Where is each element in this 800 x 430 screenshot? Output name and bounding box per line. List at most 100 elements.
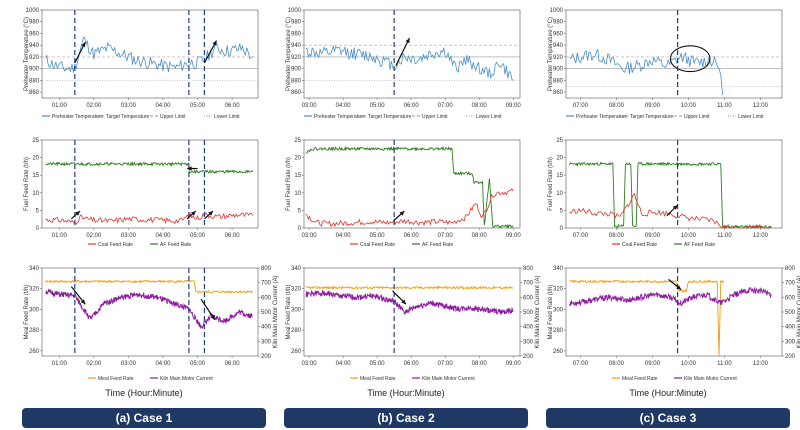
x-tick-label-fuel: 04:00 [155,233,171,239]
y-tick-label-meal: 320 [553,287,564,293]
y-tick-label-fuel: 20 [294,156,301,162]
x-tick-label-meal: 02:00 [86,361,102,367]
x-tick-label-temperature: 09:00 [506,103,522,109]
y-tick-label-meal: 300 [553,307,564,313]
x-tick-label-temperature: 12:00 [753,103,769,109]
y-tick-label-fuel: 10 [294,191,301,197]
x-tick-label-temperature: 09:00 [645,103,661,109]
kiln-tick-label: 800 [523,266,534,272]
y-tick-label-temperature: 860 [291,90,302,96]
annotation-arrowhead [401,299,407,305]
x-tick-label-fuel: 05:00 [190,233,206,239]
x-tick-label-temperature: 02:00 [86,103,102,109]
y-tick-label-temperature: 1000 [288,8,302,14]
y-tick-label-fuel: 10 [556,191,563,197]
y-tick-label-temperature: 860 [553,90,564,96]
y-tick-label-meal: 260 [291,349,302,355]
legend-label: Meal Feed Rate [98,376,134,382]
annotation-arrowhead [80,299,86,305]
kiln-tick-label: 200 [523,354,534,360]
kiln-main-motor-current-series [569,286,772,307]
y-tick-label-temperature: 940 [29,43,40,49]
plot-frame-temperature-3 [565,9,783,99]
annotation-arrowhead [187,166,192,171]
kiln-tick-label: 400 [785,325,796,331]
case-1-banner: (a) Case 1 [22,408,266,428]
x-tick-label-temperature: 05:00 [370,103,386,109]
x-tick-label-temperature: 05:00 [190,103,206,109]
x-tick-label-meal: 09:00 [506,361,522,367]
plot-frame-fuel-3 [565,139,783,229]
coal-feed-rate-series [305,187,514,228]
annotation-arrowhead [405,38,410,44]
y-tick-label-temperature: 900 [291,67,302,73]
x-tick-label-meal: 09:00 [645,361,661,367]
x-axis-title-case-3: Time (Hour:Minute) [629,388,707,398]
plot-frame-fuel-2 [303,139,521,229]
x-tick-label-temperature: 03:00 [302,103,318,109]
kiln-tick-label: 400 [523,325,534,331]
x-tick-label-fuel: 02:00 [86,233,102,239]
y-tick-label-temperature: 980 [29,20,40,26]
preheater-temperature-series [569,48,723,96]
y-tick-label-meal: 340 [553,266,564,272]
x-tick-label-fuel: 09:00 [645,233,661,239]
x-tick-label-temperature: 04:00 [155,103,171,109]
x-tick-label-fuel: 04:00 [336,233,352,239]
y-tick-label-temperature: 860 [29,90,40,96]
y-tick-label-meal: 280 [29,328,40,334]
x-tick-label-meal: 06:00 [404,361,420,367]
y-tick-label-temperature: 1000 [26,8,40,14]
kiln-tick-label: 500 [261,310,272,316]
kiln-tick-label: 600 [523,295,534,301]
plot-frame-meal-3 [565,267,783,357]
y-tick-label-fuel: 20 [556,156,563,162]
y-axis-label-fuel: Fuel Feed Rate (t/h) [548,157,554,211]
annotation-arrowhead [676,285,682,290]
kiln-tick-label: 300 [261,339,272,345]
case-2-banner: (b) Case 2 [284,408,528,428]
x-tick-label-fuel: 11:00 [717,233,732,239]
legend-label: Target Temperature [106,114,149,120]
x-tick-label-fuel: 08:00 [472,233,488,239]
x-tick-label-meal: 03:00 [302,361,318,367]
y-tick-label-temperature: 940 [553,43,564,49]
x-tick-label-meal: 01:00 [52,361,68,367]
y-tick-label-temperature: 880 [291,78,302,84]
x-tick-label-fuel: 12:00 [753,233,769,239]
x-axis-title-case-1: Time (Hour:Minute) [105,388,183,398]
x-tick-label-fuel: 07:00 [438,233,454,239]
x-tick-label-fuel: 07:00 [573,233,589,239]
x-tick-label-fuel: 06:00 [404,233,420,239]
y-tick-label-fuel: 0 [560,226,564,232]
legend-label: Target Temperature [630,114,673,120]
y-tick-label-meal: 320 [291,287,302,293]
y-tick-label-temperature: 920 [291,55,302,61]
annotation-arrowhead [81,42,86,48]
x-tick-label-meal: 08:00 [472,361,488,367]
plot-frame-meal-1 [41,267,259,357]
annotation-arrowhead [210,314,215,320]
y-tick-label-fuel: 25 [32,138,39,144]
kiln-tick-label: 200 [785,354,796,360]
plot-frame-temperature-1 [41,9,259,99]
y-axis-label-temperature: Preheater Temperature (°C) [24,17,30,91]
x-tick-label-meal: 07:00 [573,361,589,367]
x-tick-label-fuel: 03:00 [121,233,137,239]
x-tick-label-fuel: 01:00 [52,233,68,239]
kiln-main-motor-current-series [45,288,254,330]
x-tick-label-meal: 04:00 [336,361,352,367]
meal-feed-rate-series [45,279,254,294]
x-tick-label-temperature: 01:00 [52,103,68,109]
y-tick-label-fuel: 15 [556,173,563,179]
x-tick-label-meal: 12:00 [753,361,769,367]
legend-label: Lower Limit [738,114,764,120]
y-tick-label-fuel: 5 [36,208,40,214]
y-tick-label-temperature: 940 [291,43,302,49]
kiln-tick-label: 200 [261,354,272,360]
kiln-tick-label: 300 [523,339,534,345]
kiln-axis-label: Kiln Main Motor Current (A) [535,275,541,348]
annotation-arrowhead [190,211,196,216]
kiln-tick-label: 300 [785,339,796,345]
x-tick-label-meal: 05:00 [190,361,206,367]
